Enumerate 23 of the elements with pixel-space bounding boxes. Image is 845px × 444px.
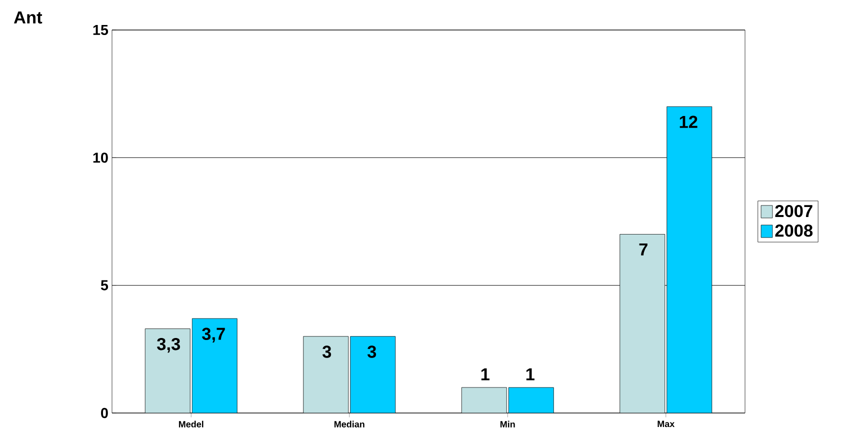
data-label: 12 <box>680 116 698 128</box>
data-label: 3,3 <box>157 338 180 353</box>
y-tick-label: 10 <box>93 152 108 163</box>
x-tick-label: Medel <box>178 420 204 428</box>
data-label: 3 <box>322 346 332 358</box>
y-tick-label: 15 <box>93 24 108 36</box>
data-label: 1 <box>526 368 534 380</box>
y-axis-title: Ant <box>14 12 42 24</box>
legend-label: 2008 <box>775 224 813 237</box>
x-tick-label: Median <box>334 420 364 428</box>
data-label: 1 <box>481 368 490 380</box>
x-tick-label: Max <box>658 420 675 428</box>
y-tick-label: 0 <box>101 408 108 418</box>
data-label: 7 <box>639 243 648 256</box>
data-label: 3,7 <box>202 328 225 342</box>
bar <box>666 106 712 413</box>
data-label: 3 <box>367 346 376 358</box>
legend-label: 2007 <box>775 204 812 218</box>
x-tick-label: Min <box>500 420 515 428</box>
bar <box>192 318 238 413</box>
bar <box>350 336 396 413</box>
y-tick-label: 5 <box>100 280 108 290</box>
bar <box>508 387 554 413</box>
